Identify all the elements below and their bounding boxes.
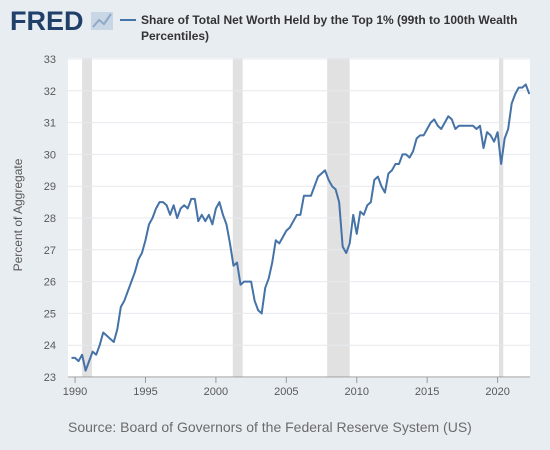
source: Source: Board of Governors of the Federa… [68,419,472,435]
x-tick-label: 2020 [485,386,509,398]
x-tick-label: 2005 [274,386,298,398]
y-tick-label: 30 [44,149,56,161]
y-tick-label: 23 [44,372,56,384]
legend-entry: Share of Total Net Worth Held by the Top… [141,13,518,43]
y-tick-label: 25 [44,308,56,320]
series-line [71,83,531,372]
x-tick-label: 1995 [133,386,157,398]
logo: FRED [10,6,84,36]
y-axis-label: Percent of Aggregate [11,158,25,271]
y-tick-label: 26 [44,277,56,289]
x-tick-label: 2015 [415,386,439,398]
logo-icon-line [92,13,112,28]
y-tick-label: 28 [44,213,56,225]
logo-icon [91,12,113,30]
x-tick-label: 2000 [204,386,228,398]
x-tick-label: 1990 [63,386,87,398]
y-tick-label: 29 [44,181,56,193]
y-tick-label: 31 [44,118,56,130]
y-tick-label: 32 [44,86,56,98]
y-tick-label: 27 [44,245,56,257]
x-tick-label: 2010 [345,386,369,398]
y-tick-label: 33 [44,54,56,66]
y-tick-label: 24 [44,340,56,352]
logo-icon-box [91,12,113,30]
